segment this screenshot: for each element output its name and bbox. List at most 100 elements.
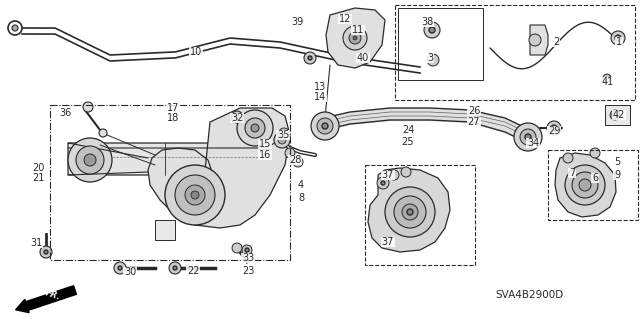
- Circle shape: [590, 148, 600, 158]
- Text: 13: 13: [314, 82, 326, 92]
- Text: 20: 20: [32, 163, 44, 173]
- Bar: [548, 150, 638, 220]
- Circle shape: [231, 111, 243, 123]
- Polygon shape: [68, 143, 275, 175]
- Polygon shape: [326, 8, 385, 68]
- Text: 9: 9: [614, 170, 620, 180]
- Circle shape: [343, 26, 367, 50]
- Circle shape: [615, 35, 621, 41]
- Circle shape: [603, 74, 611, 82]
- Circle shape: [165, 165, 225, 225]
- Circle shape: [565, 165, 605, 205]
- Circle shape: [610, 110, 620, 120]
- Text: 10: 10: [190, 47, 202, 57]
- Text: 26: 26: [468, 106, 480, 116]
- Text: 23: 23: [242, 266, 254, 276]
- Polygon shape: [148, 108, 290, 228]
- Text: 18: 18: [167, 113, 179, 123]
- Text: 14: 14: [314, 92, 326, 102]
- Circle shape: [304, 52, 316, 64]
- Circle shape: [40, 246, 52, 258]
- Circle shape: [245, 118, 265, 138]
- Text: 32: 32: [231, 113, 243, 123]
- Text: 37: 37: [382, 170, 394, 180]
- Text: 30: 30: [124, 267, 136, 277]
- Text: 40: 40: [357, 53, 369, 63]
- Circle shape: [401, 167, 411, 177]
- Circle shape: [185, 185, 205, 205]
- Text: 39: 39: [291, 17, 303, 27]
- Text: 33: 33: [242, 253, 254, 263]
- Polygon shape: [368, 168, 450, 252]
- Text: 41: 41: [602, 77, 614, 87]
- Circle shape: [579, 179, 591, 191]
- Circle shape: [514, 123, 542, 151]
- Circle shape: [175, 175, 215, 215]
- Text: 38: 38: [421, 17, 433, 27]
- Text: 12: 12: [339, 14, 351, 24]
- Circle shape: [429, 27, 435, 33]
- Circle shape: [389, 170, 399, 180]
- Circle shape: [611, 31, 625, 45]
- Circle shape: [245, 248, 249, 252]
- Text: 36: 36: [59, 108, 71, 118]
- Bar: [50, 105, 290, 260]
- Circle shape: [118, 266, 122, 270]
- Circle shape: [427, 54, 439, 66]
- Text: 7: 7: [569, 168, 575, 178]
- Text: 5: 5: [614, 157, 620, 167]
- Circle shape: [278, 136, 286, 144]
- Circle shape: [173, 266, 177, 270]
- Circle shape: [12, 25, 18, 31]
- Circle shape: [551, 125, 557, 131]
- Circle shape: [68, 138, 112, 182]
- Text: 25: 25: [402, 137, 414, 147]
- Circle shape: [402, 204, 418, 220]
- Circle shape: [317, 118, 333, 134]
- Circle shape: [44, 250, 48, 254]
- Circle shape: [394, 196, 426, 228]
- Text: 22: 22: [187, 266, 199, 276]
- Circle shape: [381, 181, 385, 185]
- Text: SVA4B2900D: SVA4B2900D: [496, 290, 564, 300]
- Circle shape: [237, 110, 273, 146]
- Circle shape: [311, 112, 339, 140]
- Circle shape: [353, 36, 357, 40]
- Text: 16: 16: [259, 150, 271, 160]
- Circle shape: [572, 172, 598, 198]
- Bar: [395, 5, 635, 100]
- Circle shape: [308, 56, 312, 60]
- Circle shape: [235, 115, 239, 119]
- Circle shape: [377, 177, 389, 189]
- Text: 31: 31: [30, 238, 42, 248]
- Text: 6: 6: [592, 173, 598, 183]
- Circle shape: [232, 243, 242, 253]
- Circle shape: [529, 34, 541, 46]
- Circle shape: [83, 102, 93, 112]
- Circle shape: [99, 129, 107, 137]
- Text: 21: 21: [32, 173, 44, 183]
- Circle shape: [169, 262, 181, 274]
- Polygon shape: [155, 220, 175, 240]
- Circle shape: [76, 146, 104, 174]
- Polygon shape: [555, 153, 616, 217]
- Circle shape: [114, 262, 126, 274]
- Circle shape: [242, 245, 252, 255]
- Circle shape: [525, 134, 531, 140]
- Text: 2: 2: [553, 37, 559, 47]
- Circle shape: [279, 128, 289, 138]
- Text: 4: 4: [298, 180, 304, 190]
- Circle shape: [274, 132, 290, 148]
- Text: 34: 34: [527, 138, 539, 148]
- Circle shape: [520, 129, 536, 145]
- Circle shape: [191, 191, 199, 199]
- Circle shape: [293, 157, 303, 167]
- Text: 28: 28: [289, 155, 301, 165]
- Circle shape: [84, 154, 96, 166]
- FancyArrow shape: [15, 286, 76, 313]
- Text: 15: 15: [259, 139, 271, 149]
- Bar: [365, 165, 475, 265]
- Circle shape: [407, 209, 413, 215]
- Circle shape: [349, 32, 361, 44]
- Text: 42: 42: [613, 110, 625, 120]
